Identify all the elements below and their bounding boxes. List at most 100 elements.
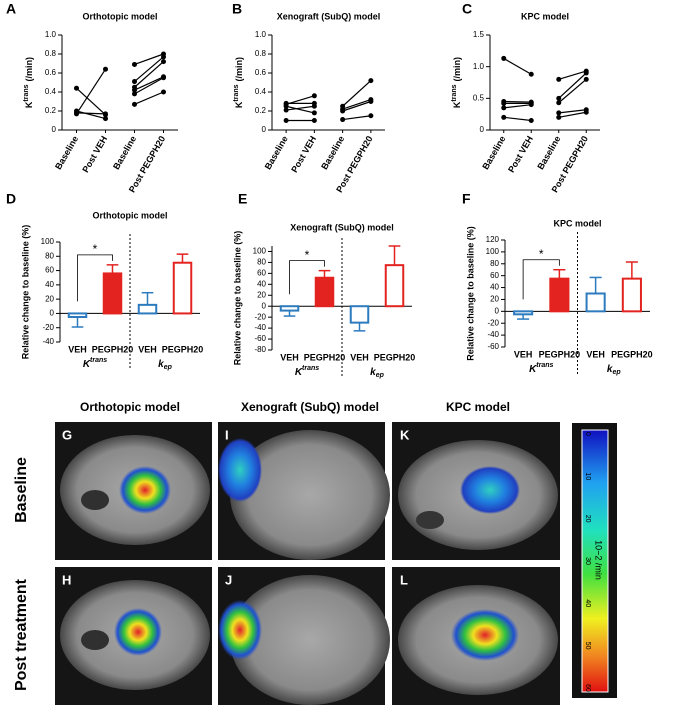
panel-letter: F	[462, 191, 471, 207]
label-sup: trans	[23, 84, 30, 101]
data-point	[132, 61, 137, 67]
x-tick-label: VEH	[280, 352, 299, 362]
y-axis-label: Ktrans (/min)	[23, 57, 34, 108]
y-tick-label: 80	[490, 259, 499, 268]
label-base: k	[158, 359, 164, 370]
panel-letter: K	[400, 427, 410, 442]
bar	[349, 305, 370, 324]
x-tick-label: VEH	[586, 349, 605, 359]
data-point	[161, 59, 166, 65]
significance-bracket	[289, 260, 325, 295]
data-point	[556, 76, 562, 82]
bar	[585, 292, 606, 313]
data-point	[311, 103, 317, 109]
y-tick-label: 60	[257, 268, 266, 277]
series-line	[558, 70, 587, 80]
label-base: K	[529, 364, 537, 375]
x-tick-label: PEGPH20	[92, 344, 134, 354]
panel-letter: B	[232, 1, 242, 17]
data-point	[583, 109, 589, 115]
y-tick-label: 40	[490, 283, 499, 292]
data-point	[501, 55, 507, 61]
series-line	[134, 91, 164, 105]
series-line	[75, 68, 107, 115]
colorbar-tick-label: 30	[584, 557, 591, 565]
tumor-map	[460, 466, 520, 514]
label-sup: trans	[302, 365, 319, 372]
colorbar-tick-label: 40	[584, 599, 591, 607]
chart-title: KPC model	[553, 218, 601, 228]
data-point	[501, 114, 507, 120]
organ	[416, 511, 444, 529]
bar	[279, 305, 300, 312]
x-tick-label: VEH	[350, 352, 369, 362]
series-line	[134, 77, 164, 95]
label-base: K	[83, 359, 91, 370]
data-point	[283, 118, 289, 123]
label-sub: ep	[376, 372, 385, 379]
y-tick-label: -20	[42, 323, 54, 332]
series-line	[503, 116, 532, 122]
x-tick-label: PEGPH20	[162, 344, 204, 354]
y-axis-label: Ktrans (/min)	[233, 57, 244, 108]
colorbar-tick-label: 60	[584, 684, 591, 692]
data-point	[161, 89, 166, 95]
x-tick-label: VEH	[514, 349, 533, 359]
data-point	[74, 85, 79, 91]
data-point	[528, 102, 534, 108]
y-tick-label: 1.0	[255, 30, 267, 39]
series-line	[342, 115, 371, 121]
colorbar-tick-label: 20	[584, 515, 591, 523]
label-sup: trans	[233, 84, 240, 101]
y-tick-label: 1.0	[473, 62, 485, 71]
data-point	[528, 71, 534, 77]
colorbar-label: 10−2 /min	[594, 540, 604, 580]
y-tick-label: 1.5	[473, 30, 485, 39]
data-point	[103, 116, 108, 122]
colorbar-tick-label: 50	[584, 642, 591, 650]
y-tick-label: 0.2	[255, 106, 267, 115]
tumor-map	[218, 438, 262, 502]
label-base: K	[452, 101, 462, 108]
y-tick-label: 40	[45, 280, 54, 289]
organ	[81, 490, 109, 510]
data-point	[283, 103, 289, 109]
data-point	[132, 101, 137, 107]
x-tick-label: VEH	[68, 344, 87, 354]
label-sub: ep	[164, 364, 173, 371]
data-point	[368, 113, 374, 119]
y-tick-label: 40	[257, 279, 266, 288]
tissue	[230, 575, 390, 705]
significance-label: *	[305, 248, 310, 262]
data-point	[368, 99, 374, 104]
data-point	[103, 66, 108, 72]
y-tick-label: -40	[42, 337, 54, 346]
series-line	[558, 111, 587, 118]
x-tick-label: Post VEH	[506, 134, 535, 174]
series-line	[76, 87, 106, 116]
series-line	[134, 53, 164, 66]
chart-title: KPC model	[521, 11, 569, 21]
label-unit: (/min)	[234, 57, 244, 82]
bar	[314, 276, 335, 308]
y-tick-label: 20	[490, 295, 499, 304]
y-tick-label: 20	[45, 294, 54, 303]
column-title: KPC model	[446, 400, 510, 414]
tissue	[230, 430, 390, 560]
group-label: Ktrans	[529, 362, 553, 374]
y-tick-label: 0	[262, 301, 267, 310]
y-tick-label: -60	[487, 342, 499, 351]
y-tick-label: 1.0	[45, 30, 57, 39]
row-label: Baseline	[13, 457, 30, 523]
y-tick-label: -20	[487, 318, 499, 327]
y-tick-label: 0.6	[255, 68, 267, 77]
significance-label: *	[93, 242, 98, 256]
y-tick-label: 0.8	[45, 49, 57, 58]
y-tick-label: -40	[254, 323, 266, 332]
y-tick-label: 20	[257, 290, 266, 299]
y-tick-label: -20	[254, 312, 266, 321]
y-tick-label: 100	[41, 237, 55, 246]
data-point	[501, 105, 507, 111]
significance-label: *	[539, 247, 544, 261]
